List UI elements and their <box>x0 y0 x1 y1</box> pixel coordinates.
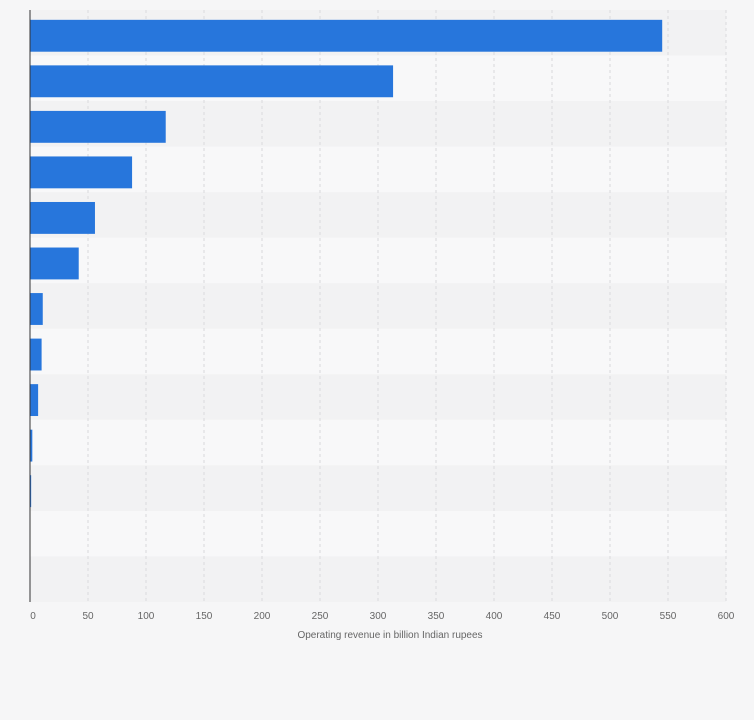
x-tick-label: 600 <box>718 611 735 622</box>
x-tick-label: 400 <box>486 611 503 622</box>
bar[interactable] <box>30 247 79 280</box>
bar[interactable] <box>30 429 33 462</box>
x-tick-label: 150 <box>196 611 213 622</box>
bar[interactable] <box>30 384 39 417</box>
bar[interactable] <box>30 293 43 325</box>
bar[interactable] <box>30 19 663 52</box>
x-tick-label: 500 <box>602 611 619 622</box>
x-tick-label: 450 <box>544 611 561 622</box>
bars <box>30 19 663 508</box>
x-tick-label: 50 <box>82 611 94 622</box>
bar[interactable] <box>30 338 42 371</box>
bar[interactable] <box>30 65 394 98</box>
x-tick-label: 100 <box>138 611 155 622</box>
x-tick-label: 0 <box>30 611 36 622</box>
gridlines <box>87 10 727 602</box>
x-tick-label: 200 <box>254 611 271 622</box>
x-tick-label: 350 <box>428 611 445 622</box>
x-tick-label: 250 <box>312 611 329 622</box>
x-tick-label: 300 <box>370 611 387 622</box>
x-tick-label: 550 <box>660 611 677 622</box>
x-axis-ticks: 0 50 100 150 200 250 300 350 400 450 500 550 600 <box>30 611 735 622</box>
bar[interactable] <box>30 110 166 143</box>
x-axis-label: Operating revenue in billion Indian rupe… <box>297 630 482 641</box>
bar[interactable] <box>30 201 95 234</box>
bar[interactable] <box>30 156 133 189</box>
bar[interactable] <box>30 475 32 508</box>
